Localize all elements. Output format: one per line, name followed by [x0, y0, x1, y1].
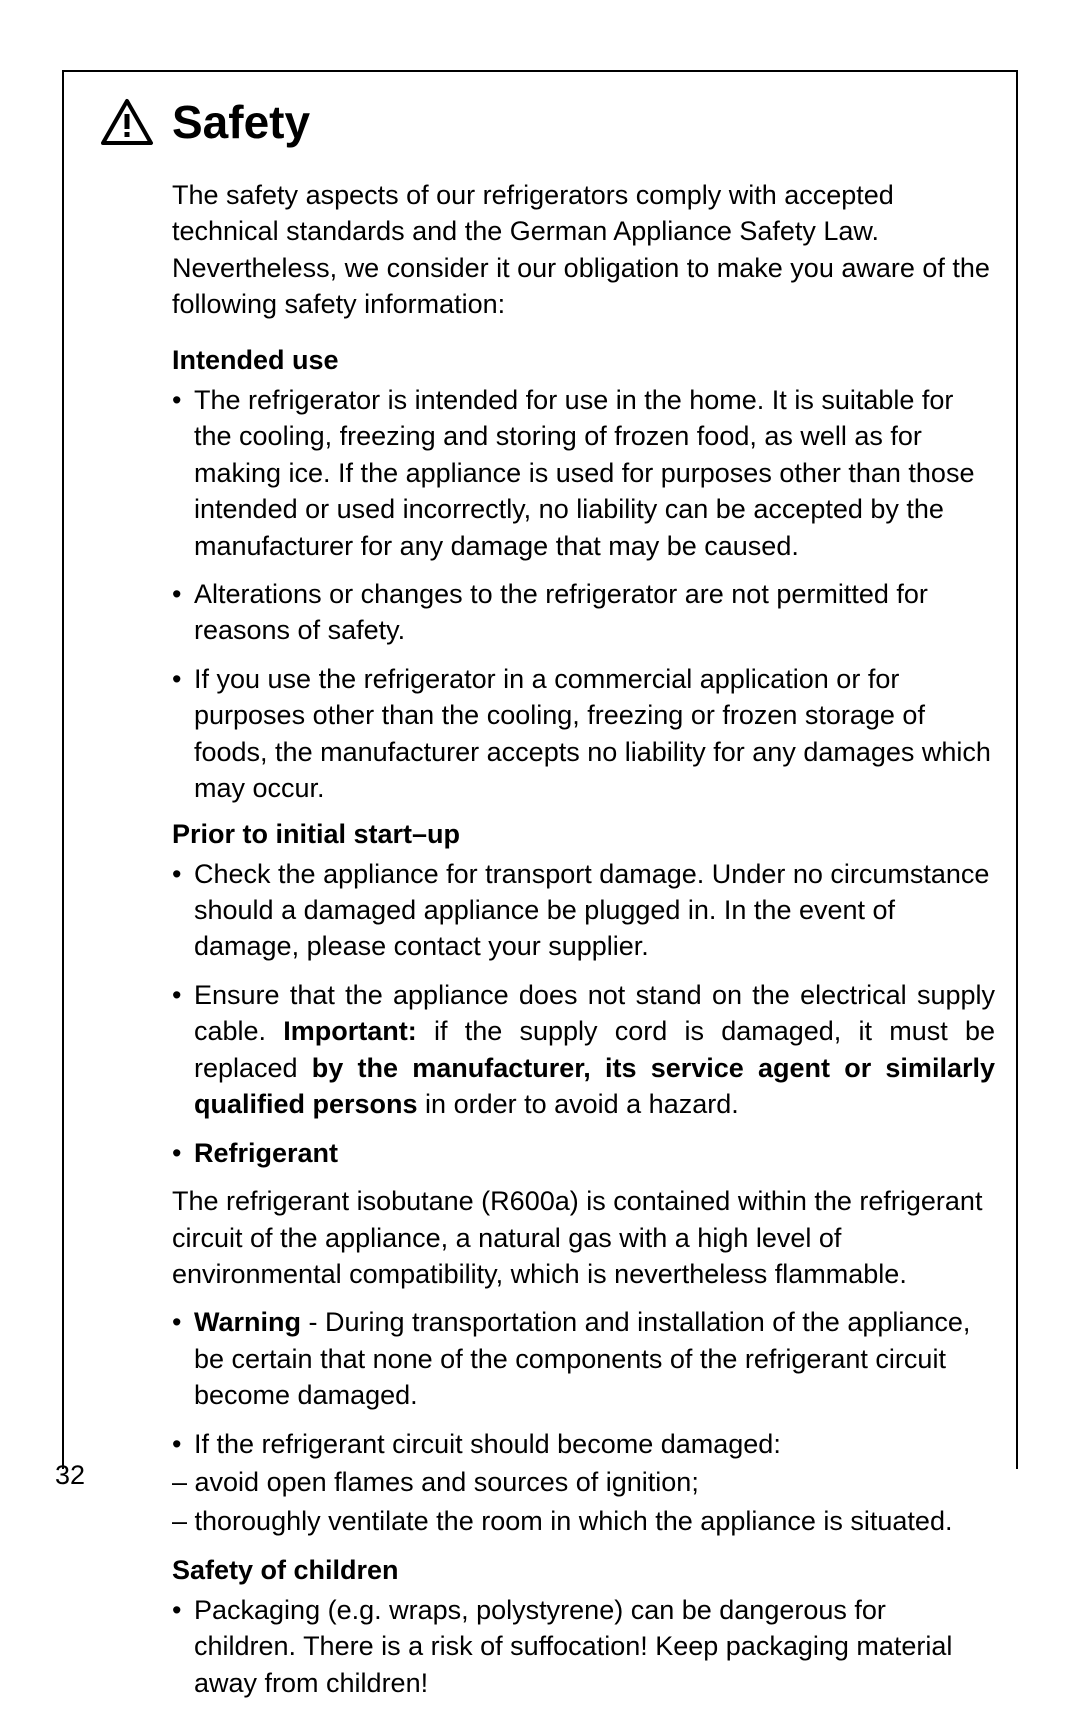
section-title-prior-startup: Prior to initial start–up — [172, 819, 995, 850]
list-item: If you use the refrigerator in a commerc… — [172, 661, 995, 807]
text-fragment: in order to avoid a hazard. — [418, 1089, 739, 1119]
prior-startup-bullets: Check the appliance for transport damage… — [172, 856, 995, 1172]
warning-text: - During transportation and installation… — [194, 1307, 970, 1410]
page-content: Safety The safety aspects of our refrige… — [100, 95, 995, 1713]
heading-row: Safety — [100, 95, 995, 149]
section-title-children: Safety of children — [172, 1555, 995, 1586]
list-item: Packaging (e.g. wraps, polystyrene) can … — [172, 1592, 995, 1701]
list-item: If the refrigerant circuit should become… — [172, 1426, 995, 1462]
list-item: Warning - During transportation and inst… — [172, 1304, 995, 1413]
refrigerant-bullets: Warning - During transportation and inst… — [172, 1304, 995, 1462]
important-label: Important: — [283, 1016, 416, 1046]
refrigerant-title: Refrigerant — [194, 1138, 338, 1168]
list-item: The refrigerator is intended for use in … — [172, 382, 995, 564]
children-bullets: Packaging (e.g. wraps, polystyrene) can … — [172, 1592, 995, 1701]
section-title-intended-use: Intended use — [172, 345, 995, 376]
list-item: Check the appliance for transport damage… — [172, 856, 995, 965]
dash-item: – thoroughly ventilate the room in which… — [172, 1503, 995, 1539]
page-title: Safety — [172, 95, 310, 149]
intro-paragraph: The safety aspects of our refrigerators … — [172, 177, 995, 323]
page-number: 32 — [55, 1460, 85, 1491]
list-item-refrigerant-heading: Refrigerant — [172, 1135, 995, 1171]
warning-label: Warning — [194, 1307, 301, 1337]
refrigerant-paragraph: The refrigerant isobutane (R600a) is con… — [172, 1183, 995, 1292]
warning-triangle-icon — [100, 98, 154, 146]
dash-item: – avoid open flames and sources of ignit… — [172, 1464, 995, 1500]
intended-use-bullets: The refrigerator is intended for use in … — [172, 382, 995, 807]
list-item: Alterations or changes to the refrigerat… — [172, 576, 995, 649]
list-item: Ensure that the appliance does not stand… — [172, 977, 995, 1123]
